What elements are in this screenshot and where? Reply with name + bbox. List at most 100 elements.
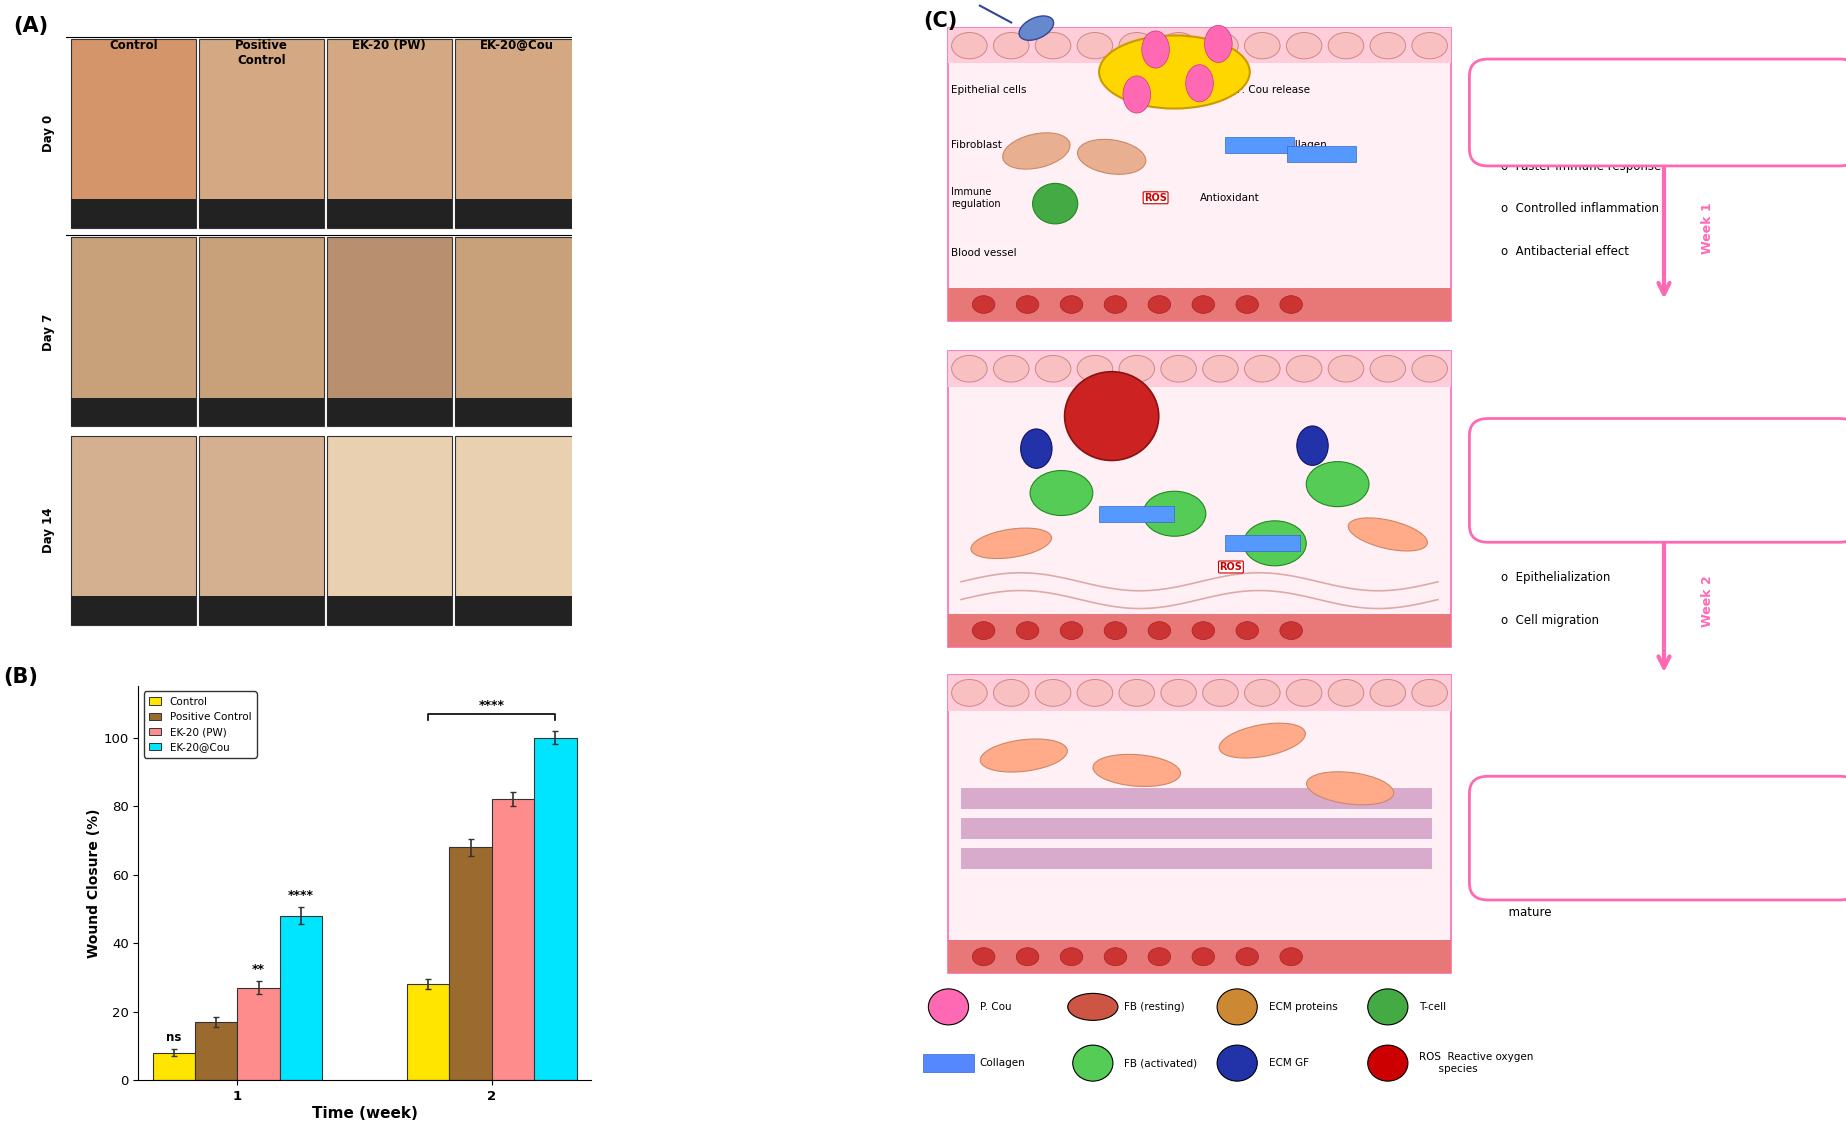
Ellipse shape [1329,680,1364,706]
Ellipse shape [1237,296,1259,314]
Ellipse shape [1412,33,1447,58]
Ellipse shape [1279,622,1303,639]
Ellipse shape [980,739,1067,772]
Ellipse shape [1412,356,1447,382]
FancyBboxPatch shape [327,199,452,227]
Ellipse shape [1148,947,1170,965]
Text: o  Controlled inflammation: o Controlled inflammation [1501,202,1660,216]
Ellipse shape [1279,296,1303,314]
Text: EK-20@Cou: EK-20@Cou [480,38,554,52]
Ellipse shape [1019,16,1054,40]
Ellipse shape [993,680,1028,706]
FancyBboxPatch shape [949,675,1451,711]
X-axis label: Time (week): Time (week) [312,1106,417,1120]
Ellipse shape [953,680,988,706]
Text: o  Epithelialization: o Epithelialization [1501,572,1610,585]
FancyBboxPatch shape [1287,146,1357,162]
Text: o  Tissue remodels and
  mature: o Tissue remodels and mature [1501,891,1637,919]
FancyBboxPatch shape [923,1054,973,1072]
Ellipse shape [1244,680,1279,706]
Ellipse shape [1329,356,1364,382]
Ellipse shape [1368,1045,1408,1081]
Ellipse shape [1244,521,1307,566]
FancyBboxPatch shape [454,436,580,626]
Ellipse shape [1161,33,1196,58]
Ellipse shape [1370,356,1405,382]
Ellipse shape [1148,296,1170,314]
Bar [238,988,281,1080]
FancyBboxPatch shape [949,940,1451,973]
FancyBboxPatch shape [962,789,1432,809]
Ellipse shape [1017,947,1039,965]
Ellipse shape [993,356,1028,382]
Ellipse shape [1143,30,1169,68]
Ellipse shape [1078,680,1113,706]
Bar [196,1022,238,1080]
Ellipse shape [1078,33,1113,58]
Ellipse shape [953,356,988,382]
Y-axis label: Wound Closure (%): Wound Closure (%) [87,809,102,957]
Ellipse shape [1204,356,1239,382]
Ellipse shape [1122,76,1150,112]
Ellipse shape [971,528,1052,558]
Text: Defensive Phase: Defensive Phase [1599,106,1730,119]
FancyBboxPatch shape [962,848,1432,868]
Ellipse shape [1017,296,1039,314]
Ellipse shape [1078,140,1146,174]
FancyBboxPatch shape [454,38,580,227]
Ellipse shape [1370,680,1405,706]
Ellipse shape [1237,947,1259,965]
Text: P. Cou release: P. Cou release [1237,84,1311,95]
Ellipse shape [1078,356,1113,382]
Text: FB (activated): FB (activated) [1124,1059,1198,1068]
FancyBboxPatch shape [1469,776,1846,900]
Ellipse shape [1093,755,1181,786]
Text: ****: **** [288,889,314,902]
Ellipse shape [1287,680,1322,706]
Ellipse shape [1205,25,1231,62]
Ellipse shape [1185,64,1213,101]
Text: Day 14: Day 14 [42,508,55,554]
Legend: Control, Positive Control, EK-20 (PW), EK-20@Cou: Control, Positive Control, EK-20 (PW), E… [144,692,257,757]
Text: ****: **** [478,699,504,712]
Text: EK-20 (PW): EK-20 (PW) [353,38,426,52]
Ellipse shape [1307,461,1370,506]
Ellipse shape [1204,33,1239,58]
FancyBboxPatch shape [199,596,323,626]
FancyBboxPatch shape [949,288,1451,321]
Ellipse shape [1104,296,1126,314]
FancyBboxPatch shape [327,596,452,626]
FancyBboxPatch shape [327,237,452,426]
FancyBboxPatch shape [70,38,196,227]
Text: ECM proteins: ECM proteins [1268,1002,1337,1011]
FancyBboxPatch shape [454,199,580,227]
Ellipse shape [953,33,988,58]
Text: Collagen: Collagen [1281,141,1327,150]
Text: Fibroblast: Fibroblast [951,141,1002,150]
Text: Positive
Control: Positive Control [234,38,288,66]
FancyBboxPatch shape [454,237,580,426]
Text: ECM GF: ECM GF [1268,1059,1309,1068]
Text: (C): (C) [923,11,958,32]
FancyBboxPatch shape [199,199,323,227]
FancyBboxPatch shape [327,397,452,426]
Text: o  Cell migration: o Cell migration [1501,614,1599,628]
FancyBboxPatch shape [199,436,323,626]
Ellipse shape [1193,947,1215,965]
Bar [153,1053,196,1080]
Text: (B): (B) [2,666,37,686]
Text: FB (resting): FB (resting) [1124,1002,1185,1011]
Text: (A): (A) [13,16,48,36]
Ellipse shape [1279,947,1303,965]
FancyBboxPatch shape [327,38,452,227]
FancyBboxPatch shape [949,28,1451,63]
Text: Day 7: Day 7 [42,313,55,351]
FancyBboxPatch shape [1224,536,1300,551]
FancyBboxPatch shape [454,397,580,426]
Ellipse shape [1217,989,1257,1025]
Ellipse shape [1036,33,1071,58]
Ellipse shape [1060,947,1084,965]
FancyBboxPatch shape [199,237,323,426]
FancyBboxPatch shape [949,675,1451,973]
Ellipse shape [1244,33,1279,58]
